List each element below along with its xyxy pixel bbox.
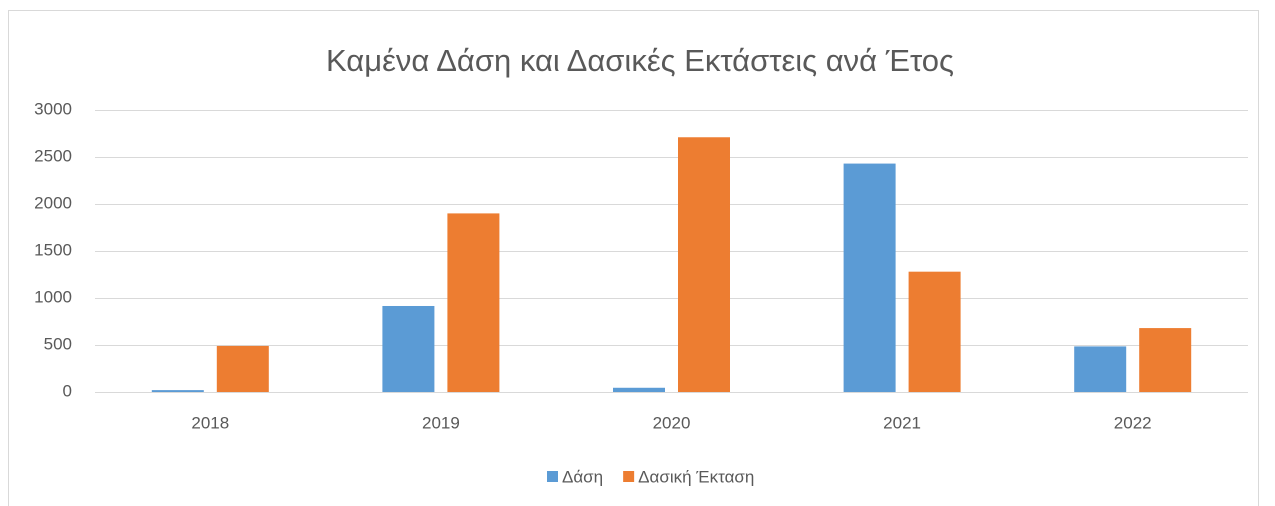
bar — [843, 163, 896, 392]
bar — [678, 137, 730, 392]
bar — [908, 271, 961, 392]
bar — [1139, 328, 1192, 392]
chart-title: Καμένα Δάση και Δασικές Εκτάστεις ανά Έτ… — [326, 43, 954, 78]
legend-swatch — [547, 471, 558, 482]
y-tick-label: 3000 — [34, 99, 72, 118]
x-tick-label: 2019 — [422, 413, 460, 432]
x-tick-label: 2020 — [653, 413, 691, 432]
bar — [613, 387, 665, 392]
legend-label: Δάση — [562, 467, 603, 486]
bar — [216, 345, 269, 392]
bar — [447, 213, 500, 392]
chart-border — [8, 10, 1259, 506]
x-tick-label: 2021 — [883, 413, 921, 432]
bar — [1074, 346, 1127, 392]
y-tick-label: 0 — [63, 381, 72, 400]
x-tick-label: 2022 — [1114, 413, 1152, 432]
x-tick-label: 2018 — [191, 413, 229, 432]
y-tick-label: 2000 — [34, 193, 72, 212]
legend-swatch — [623, 471, 635, 482]
y-tick-label: 1500 — [34, 240, 72, 259]
y-tick-label: 500 — [44, 334, 72, 353]
y-tick-label: 2500 — [34, 146, 72, 165]
legend-label: Δασική Έκταση — [638, 467, 754, 486]
bar — [382, 305, 435, 392]
y-tick-label: 1000 — [34, 287, 72, 306]
bar — [151, 390, 204, 392]
